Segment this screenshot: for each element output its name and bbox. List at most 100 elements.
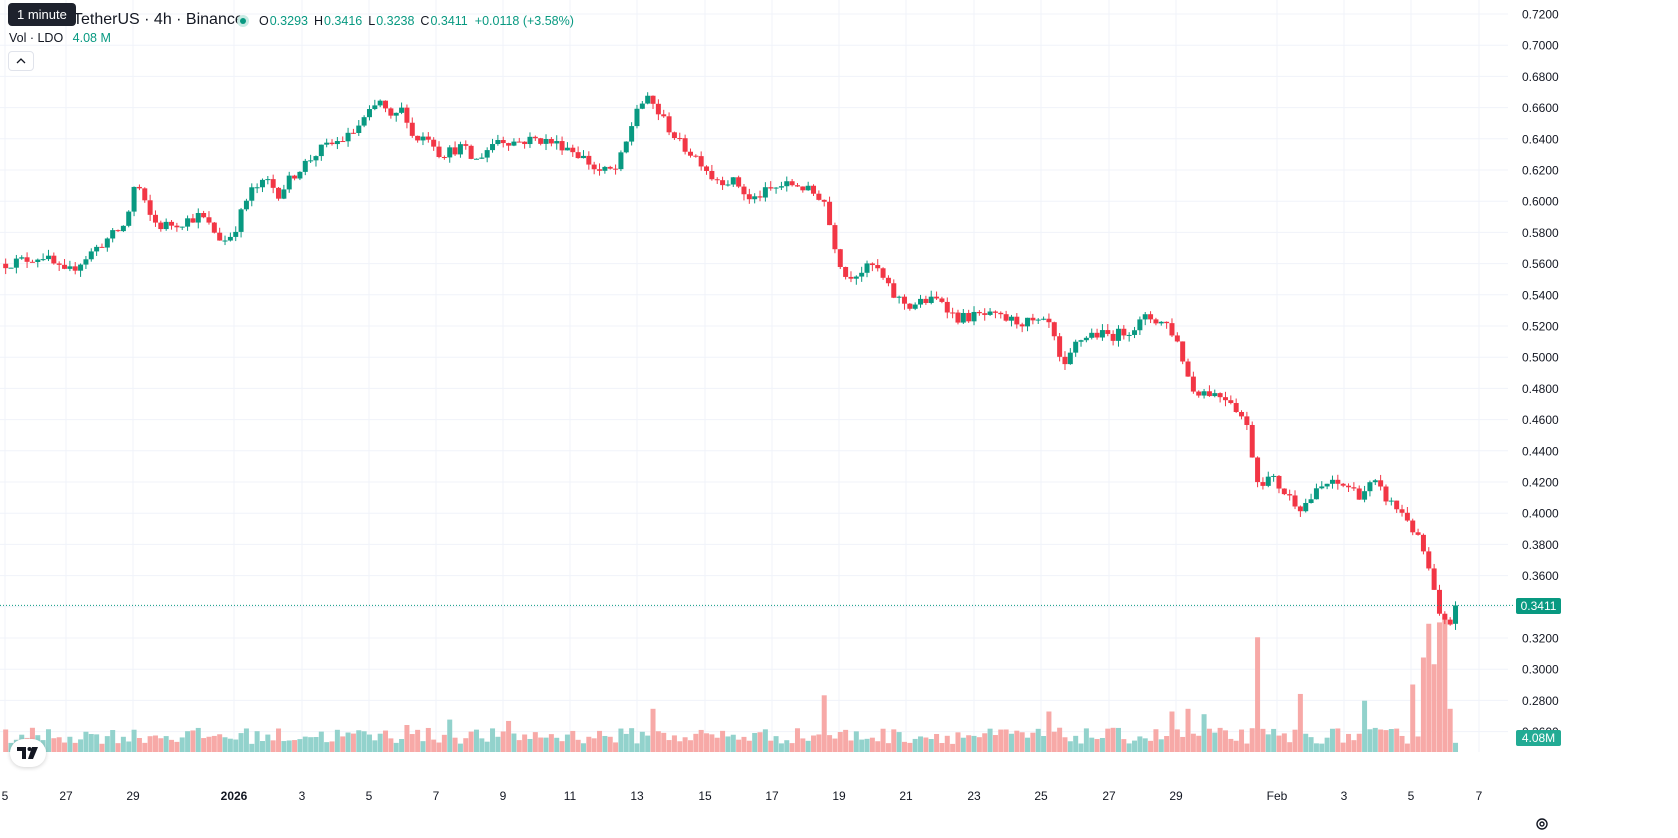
price-axis[interactable]: 0.7200 0.7000 0.6800 0.6600 0.6400 0.6200 0.60… — [1522, 8, 1559, 740]
volume-bar — [67, 736, 73, 752]
candle-body — [1303, 502, 1309, 512]
candle-body — [1228, 400, 1234, 404]
volume-bar — [901, 741, 907, 752]
price-tick-label: 0.6800 — [1522, 70, 1559, 84]
candle-body — [67, 266, 73, 269]
ohlc-open: O0.3293 — [259, 14, 308, 28]
candle-body — [655, 103, 661, 115]
volume-bar — [211, 735, 217, 752]
candle-body — [13, 258, 19, 268]
market-status-icon[interactable] — [237, 15, 249, 27]
candle-body — [976, 311, 982, 314]
candle-body — [613, 168, 619, 170]
volume-bar — [1153, 729, 1159, 752]
volume-bar — [634, 743, 640, 752]
price-badges: 0.3411 4.08M — [1516, 598, 1561, 746]
chevron-up-icon — [16, 58, 26, 64]
volume-bar — [778, 743, 784, 752]
volume-bar — [500, 731, 506, 752]
candle-body — [259, 179, 265, 188]
price-tick-label: 0.5400 — [1522, 288, 1559, 302]
time-axis[interactable]: 5 27 29 2026 3 5 7 9 11 13 15 17 19 21 23 25 27 29 Feb 3 5 7 — [2, 789, 1483, 803]
volume-bar — [698, 729, 704, 752]
candle-body — [1399, 509, 1405, 513]
candle-body — [650, 95, 656, 104]
volume-bar — [1244, 743, 1250, 752]
volume-bar — [340, 736, 346, 752]
candle-body — [308, 160, 314, 162]
candle-body — [757, 196, 763, 198]
volume-bar — [361, 731, 367, 752]
volume-bar — [356, 730, 362, 752]
volume-label[interactable]: Vol · LDO — [9, 31, 64, 45]
candle-body — [350, 132, 356, 134]
time-tick-label: 3 — [299, 789, 306, 803]
symbol-title[interactable]: TetherUS · 4h · Binance — [73, 11, 244, 28]
candle-body — [1169, 323, 1175, 336]
volume-bar — [292, 740, 298, 752]
candle-body — [265, 179, 271, 181]
candle-body — [762, 187, 768, 198]
time-tick-label: 21 — [899, 789, 913, 803]
candle-body — [1153, 319, 1159, 324]
volume-bar — [1094, 739, 1100, 752]
candle-body — [794, 185, 800, 187]
volume-bar — [1415, 736, 1421, 752]
volume-bar — [1030, 732, 1036, 752]
settings-gear-glyph — [1536, 818, 1548, 830]
time-tick-label: 5 — [2, 789, 9, 803]
candle-body — [682, 138, 688, 152]
time-tick-label: 15 — [698, 789, 712, 803]
gear-icon[interactable] — [1533, 815, 1551, 833]
volume-bar — [506, 720, 512, 752]
candle-body — [1132, 330, 1138, 335]
volume-bar — [415, 729, 421, 752]
candle-body — [1255, 457, 1261, 483]
candle-body — [559, 141, 565, 151]
candle-body — [29, 261, 35, 263]
volume-bar — [966, 735, 972, 752]
candle-body — [1362, 491, 1368, 500]
time-tick-label: 11 — [564, 789, 577, 803]
volume-bar — [169, 739, 175, 752]
candle-body — [1073, 341, 1079, 353]
collapse-legend-button[interactable] — [8, 51, 34, 71]
volume-bar — [1041, 736, 1047, 752]
volume-bar — [78, 739, 84, 752]
tradingview-logo-glyph — [17, 747, 38, 759]
candle-body — [185, 218, 191, 227]
volume-bar — [580, 743, 586, 752]
price-tick-label: 0.6200 — [1522, 164, 1559, 178]
volume-bar — [1180, 736, 1186, 752]
volume-bar — [586, 736, 592, 752]
volume-bar — [1228, 738, 1234, 752]
volume-bar — [1383, 730, 1389, 752]
volume-bar — [249, 743, 255, 752]
candle-body — [1233, 403, 1239, 413]
candle-body — [35, 259, 41, 263]
candle-body — [463, 144, 469, 146]
candle-body — [730, 177, 736, 185]
candle-body — [94, 246, 100, 252]
volume-bar — [1287, 742, 1293, 752]
candle-body — [99, 246, 105, 248]
candle-body — [1292, 495, 1298, 507]
candle-body — [222, 240, 228, 242]
candle-body — [645, 95, 651, 104]
candle-body — [211, 222, 217, 233]
volume-bar — [1078, 743, 1084, 752]
volume-bar — [1308, 737, 1314, 752]
candle-body — [249, 187, 255, 201]
volume-bar — [720, 730, 726, 752]
volume-bar — [1388, 728, 1394, 752]
candle-body — [1388, 500, 1394, 502]
volume-bar — [1394, 728, 1400, 752]
volume-bar — [1442, 617, 1448, 752]
candle-body — [1372, 480, 1378, 483]
tradingview-logo-icon[interactable] — [10, 739, 46, 767]
volume-bar — [671, 735, 677, 752]
candle-body — [885, 277, 891, 284]
price-tick-label: 0.4000 — [1522, 507, 1559, 521]
candle-body — [276, 187, 282, 199]
